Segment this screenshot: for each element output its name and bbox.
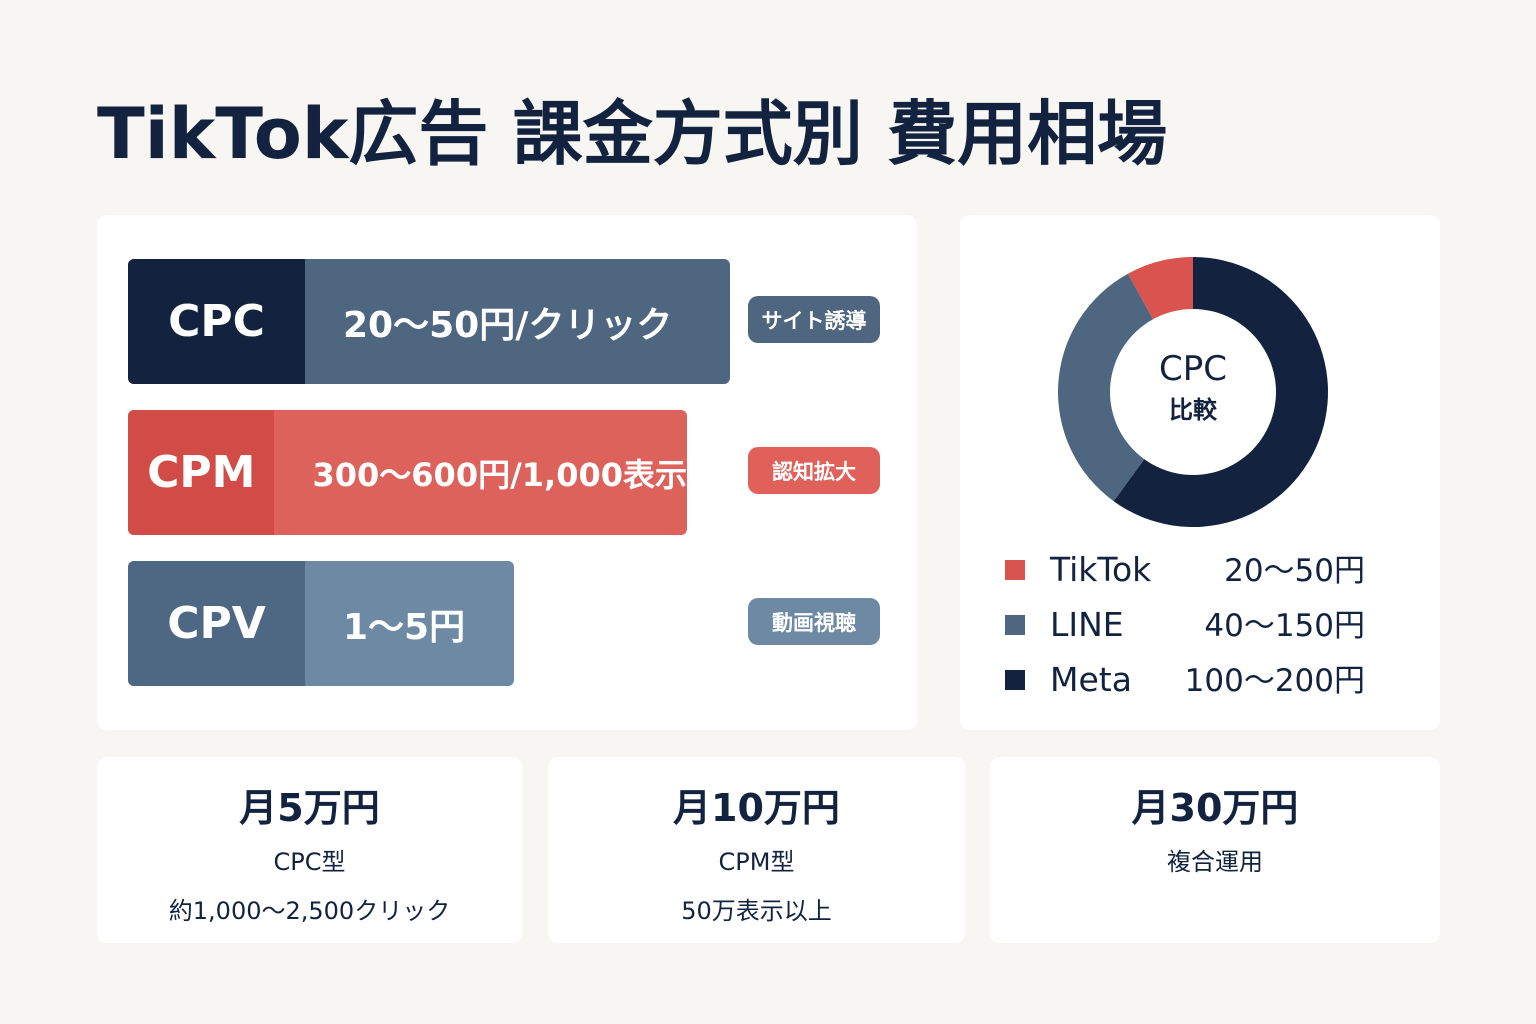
budget-type: 複合運用 bbox=[1167, 848, 1263, 876]
budget-amount: 月30万円 bbox=[1131, 786, 1299, 830]
pricing-row: CPC 20〜50円/クリック bbox=[128, 259, 730, 384]
donut-segment bbox=[1127, 257, 1193, 320]
tag: 認知拡大 bbox=[748, 447, 880, 494]
donut-chart: CPC 比較 TikTok 20〜50円 LINE 40〜150円 Meta 100〜20… bbox=[1005, 257, 1365, 699]
budget-card: 月5万円 CPC型 約1,000〜2,500クリック bbox=[97, 757, 522, 943]
budget-amount: 月10万円 bbox=[673, 786, 840, 830]
legend-label: Meta bbox=[1050, 660, 1132, 699]
legend-label: LINE bbox=[1050, 605, 1124, 644]
price: 1〜5円 bbox=[343, 606, 466, 648]
legend-swatch bbox=[1005, 670, 1025, 690]
budget-type: CPM型 bbox=[718, 848, 795, 876]
legend-swatch bbox=[1005, 560, 1025, 580]
budget-card: 月10万円 CPM型 50万表示以上 bbox=[548, 757, 965, 943]
budget-detail: 50万表示以上 bbox=[681, 897, 832, 925]
center-title: CPC bbox=[1159, 349, 1227, 389]
pricing-row: CPV 1〜5円 bbox=[128, 561, 514, 686]
price: 20〜50円/クリック bbox=[343, 304, 673, 346]
tag: サイト誘導 bbox=[748, 296, 880, 343]
budget-card: 月30万円 複合運用 bbox=[990, 757, 1440, 943]
tag: 動画視聴 bbox=[748, 598, 880, 645]
model-label: CPM bbox=[128, 410, 275, 535]
pricing-row: CPM 300〜600円/1,000表示 bbox=[128, 410, 687, 535]
page-title: TikTok広告 課金方式別 費用相場 bbox=[97, 93, 1168, 175]
legend-label: TikTok bbox=[1049, 550, 1152, 589]
price: 300〜600円/1,000表示 bbox=[312, 455, 687, 494]
legend-price: 100〜200円 bbox=[1185, 663, 1365, 699]
donut-segment bbox=[1113, 257, 1329, 527]
model-label: CPV bbox=[128, 561, 305, 686]
legend-price: 20〜50円 bbox=[1224, 553, 1365, 589]
center-subtitle: 比較 bbox=[1169, 396, 1218, 424]
legend-swatch bbox=[1005, 615, 1025, 635]
budget-detail: 約1,000〜2,500クリック bbox=[168, 897, 451, 925]
budget-amount: 月5万円 bbox=[239, 786, 380, 830]
budget-type: CPC型 bbox=[273, 848, 346, 876]
donut-segment bbox=[1058, 273, 1154, 502]
legend-price: 40〜150円 bbox=[1204, 608, 1365, 644]
model-label: CPC bbox=[128, 259, 305, 384]
